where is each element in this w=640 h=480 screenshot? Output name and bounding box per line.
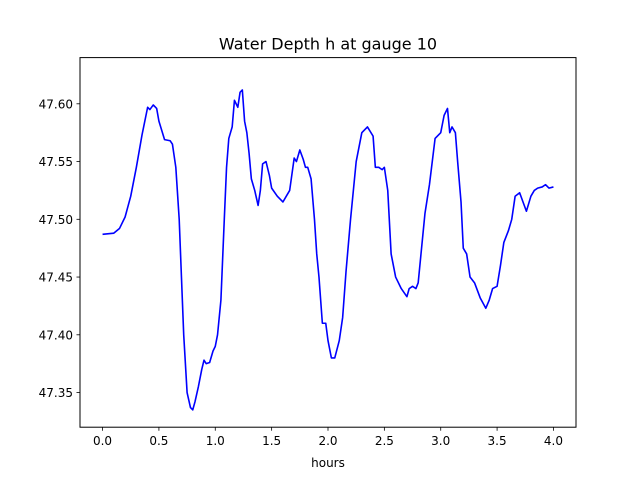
chart-title: Water Depth h at gauge 10 — [219, 35, 437, 54]
y-tick-label: 47.45 — [39, 271, 73, 285]
y-tick-label: 47.35 — [39, 386, 73, 400]
plot-area — [102, 89, 554, 411]
x-tick-label: 2.5 — [375, 434, 394, 448]
y-tick-label: 47.60 — [39, 97, 73, 111]
x-tick-label: 4.0 — [544, 434, 563, 448]
y-tick-label: 47.50 — [39, 213, 73, 227]
x-tick-label: 0.5 — [149, 434, 168, 448]
x-tick-label: 1.0 — [206, 434, 225, 448]
x-axis-label: hours — [311, 456, 345, 470]
x-tick-label: 3.5 — [488, 434, 507, 448]
axis-ticks: 0.0 0.5 1.0 1.5 2.0 2.5 3.0 3.5 4.0 47.35 47.40 47.… — [39, 97, 563, 448]
series-line-0 — [102, 89, 554, 411]
y-tick-label: 47.55 — [39, 155, 73, 169]
x-tick-label: 1.5 — [262, 434, 281, 448]
x-tick-label: 3.0 — [431, 434, 450, 448]
x-tick-label: 2.0 — [318, 434, 337, 448]
y-tick-label: 47.40 — [39, 328, 73, 342]
axes-frame — [79, 57, 577, 428]
x-tick-label: 0.0 — [93, 434, 112, 448]
